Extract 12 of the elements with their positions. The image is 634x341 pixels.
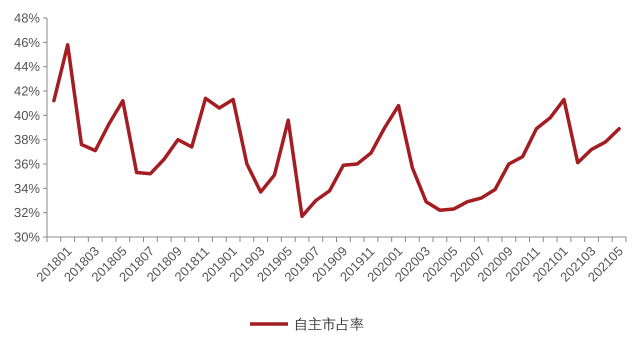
line-series	[52, 43, 621, 218]
y-tick-label: 36%	[14, 156, 40, 172]
y-tick-label: 46%	[14, 34, 40, 50]
y-tick-label: 34%	[14, 180, 40, 196]
y-tick-label: 32%	[14, 205, 40, 220]
y-tick-label: 38%	[14, 132, 40, 148]
y-tick-label: 42%	[14, 84, 40, 99]
y-tick-label: 48%	[14, 10, 40, 26]
legend-label: 自主市占率	[294, 316, 364, 332]
y-tick-label: 30%	[14, 230, 40, 245]
y-tick-label: 40%	[14, 108, 40, 123]
y-tick-label: 44%	[14, 59, 40, 74]
